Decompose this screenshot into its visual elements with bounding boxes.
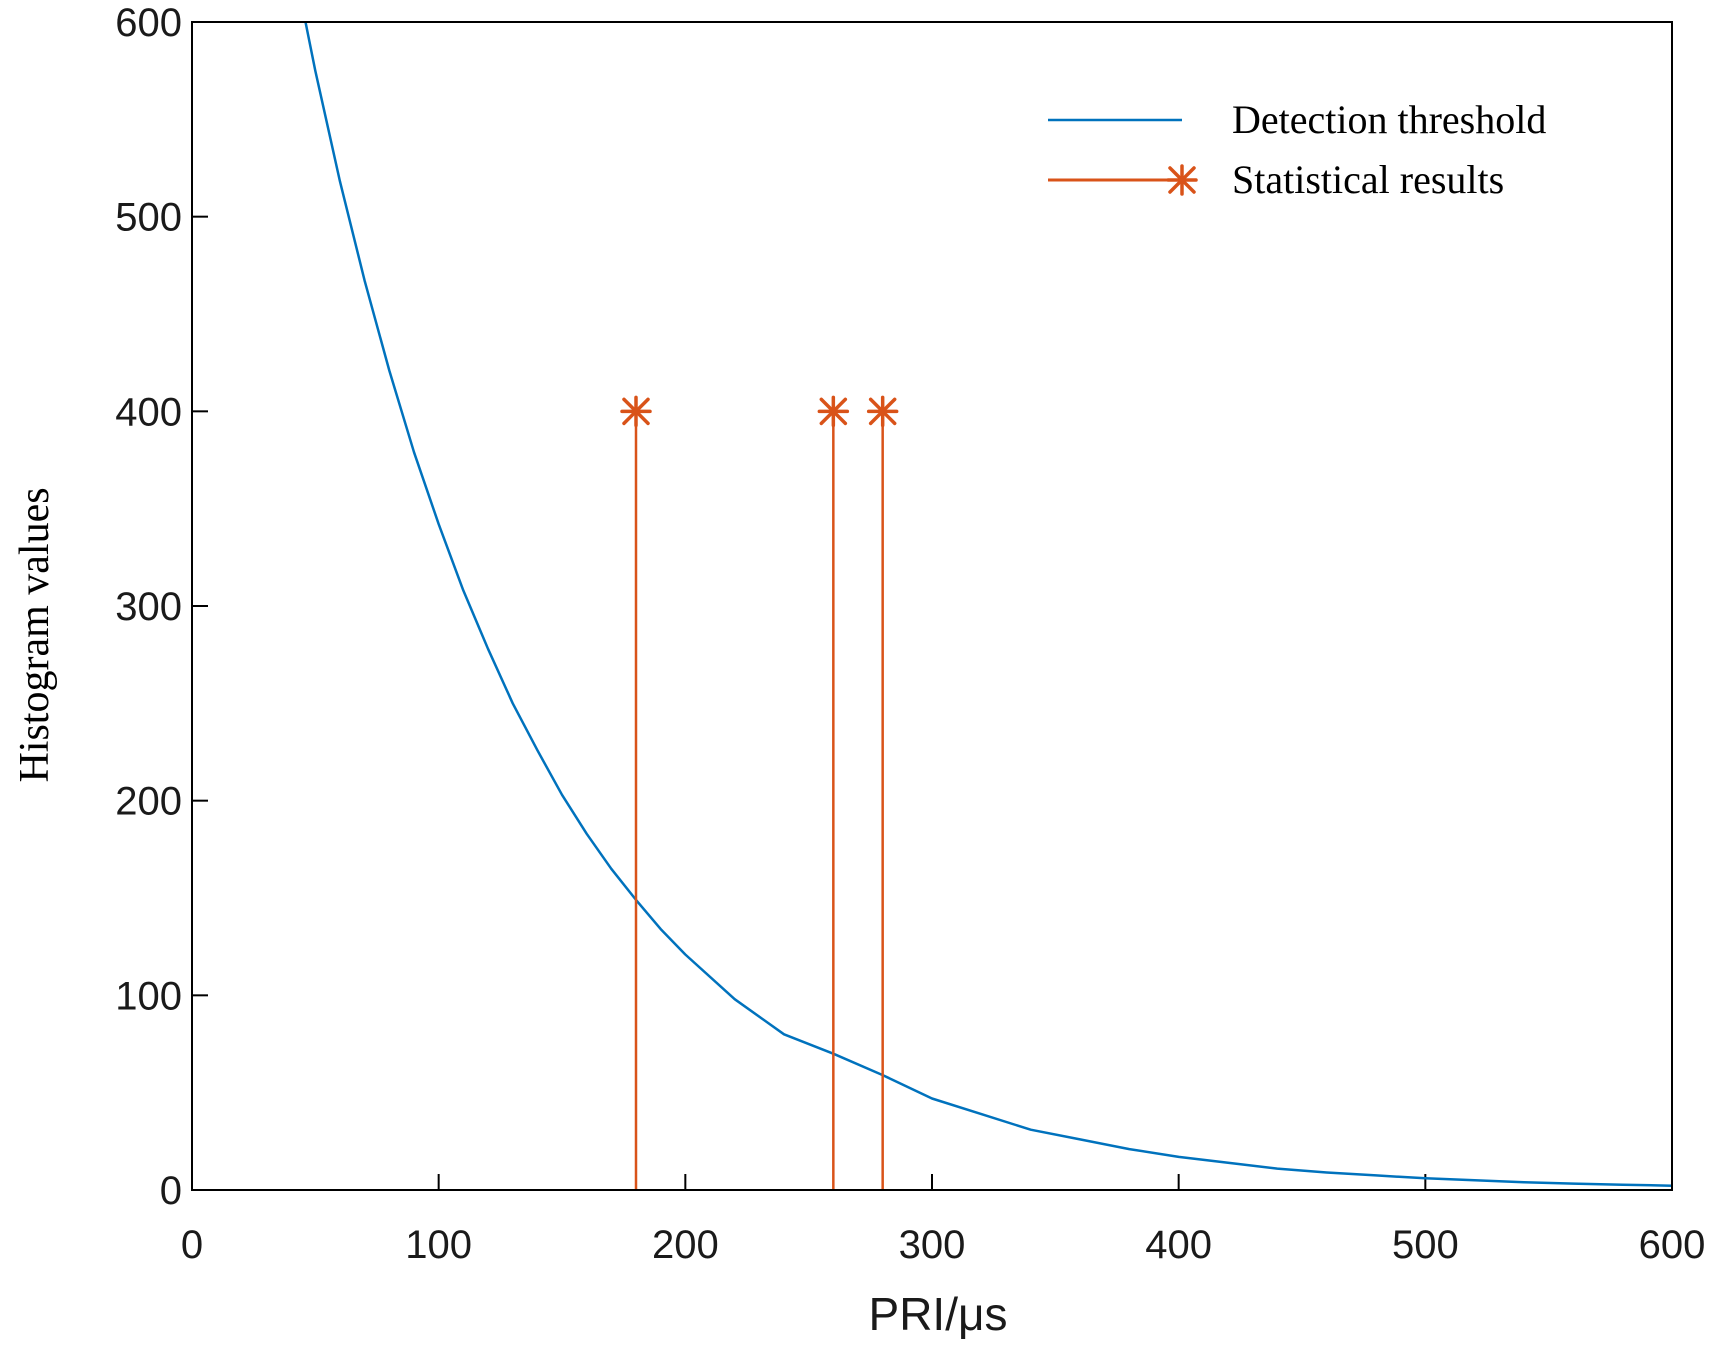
x-tick-label: 400 [1145,1223,1212,1267]
x-tick-label: 300 [899,1223,966,1267]
y-tick-label: 100 [115,974,182,1018]
y-tick-label: 200 [115,780,182,824]
x-tick-label: 0 [181,1223,203,1267]
plot-frame [191,21,1673,1191]
asterisk-marker [817,395,850,428]
series-layer [304,21,1673,1190]
y-tick-label: 400 [115,390,182,434]
asterisk-marker [866,395,899,428]
legend: Detection threshold Statistical results [1048,97,1546,202]
y-tick-label: 300 [115,585,182,629]
stem-statistical-result [620,395,652,1190]
y-ticks: 0 100 200 300 400 500 600 [115,1,208,1213]
stem-statistical-result [866,395,899,1190]
y-tick-label: 600 [115,1,182,45]
series-line-detection-threshold [304,21,1673,1187]
legend-label-detection-threshold: Detection threshold [1232,97,1546,142]
x-axis-label: PRI/μs [869,1288,1008,1340]
legend-marker-statistical-results [1166,164,1198,196]
asterisk-marker [620,395,652,428]
x-ticks: 0 100 200 300 400 500 600 [181,1174,1706,1267]
x-tick-label: 100 [405,1223,472,1267]
x-tick-label: 500 [1392,1223,1459,1267]
y-tick-label: 500 [115,196,182,240]
plot-area [192,22,1672,1190]
x-tick-label: 200 [652,1223,719,1267]
y-tick-label: 0 [160,1169,182,1213]
y-axis-label: Histogram values [12,487,58,782]
legend-label-statistical-results: Statistical results [1232,157,1504,202]
stem-statistical-result [817,395,850,1190]
x-tick-label: 600 [1639,1223,1706,1267]
